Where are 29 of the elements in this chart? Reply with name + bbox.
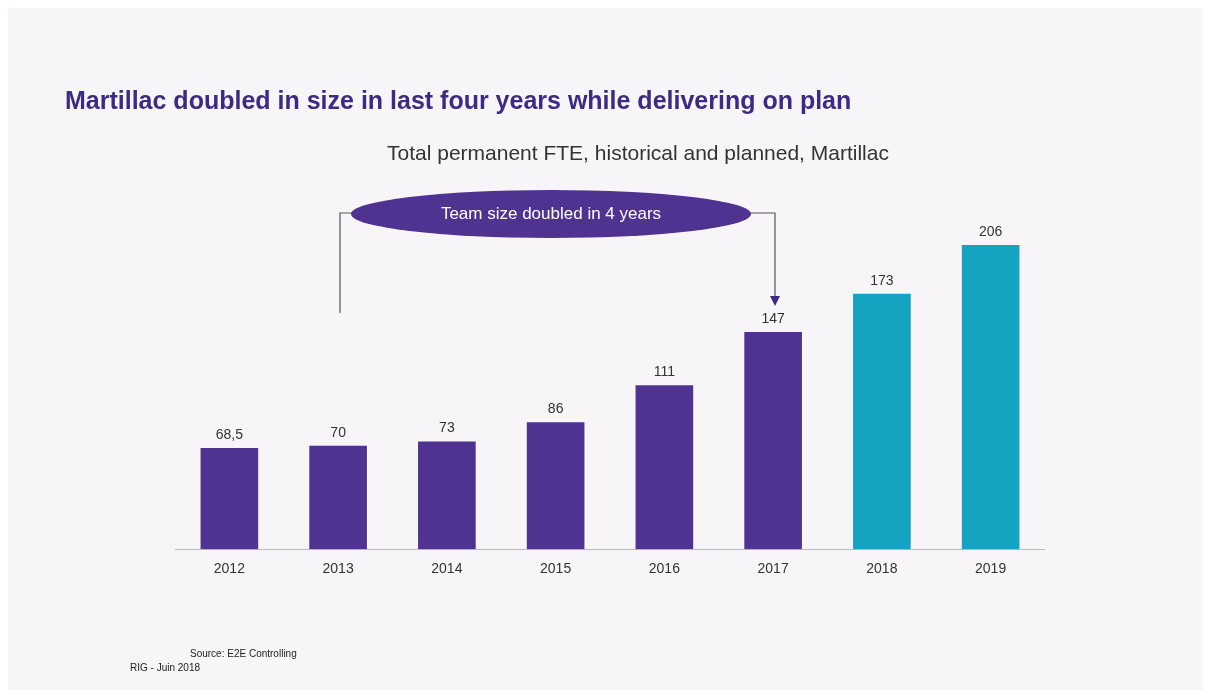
bar <box>853 293 911 550</box>
x-tick-label: 2018 <box>866 560 898 577</box>
chart-title: Martillac doubled in size in last four years while delivering on plan <box>65 86 852 115</box>
x-tick-label: 2015 <box>540 560 572 577</box>
data-label: 173 <box>870 271 894 288</box>
bar <box>635 385 694 550</box>
data-label: 111 <box>653 363 676 380</box>
data-label: 206 <box>978 222 1003 239</box>
x-tick-label: 2014 <box>431 560 463 577</box>
bar <box>526 422 585 550</box>
chart-subtitle: Total permanent FTE, historical and planned, Martillac <box>386 141 890 165</box>
source-note: Source: E2E Controlling <box>190 648 297 659</box>
x-tick-label: 2019 <box>975 560 1007 577</box>
x-tick-label: 2013 <box>322 560 354 577</box>
x-tick-label: 2012 <box>213 560 246 577</box>
data-label: 86 <box>547 400 564 417</box>
bar <box>744 332 802 550</box>
bar <box>309 445 367 550</box>
bar <box>961 244 1020 550</box>
data-label: 73 <box>439 419 455 436</box>
x-tick-label: 2016 <box>648 560 681 577</box>
bar <box>200 448 259 550</box>
bar <box>418 441 476 550</box>
text: RIG - Juin 2018 <box>130 662 201 673</box>
x-tick-label: 2017 <box>757 560 789 577</box>
text: Team size doubled in 4 years <box>351 190 751 238</box>
data-label: 147 <box>761 309 786 326</box>
data-label: 68,5 <box>215 425 244 442</box>
data-label: 70 <box>330 423 347 440</box>
